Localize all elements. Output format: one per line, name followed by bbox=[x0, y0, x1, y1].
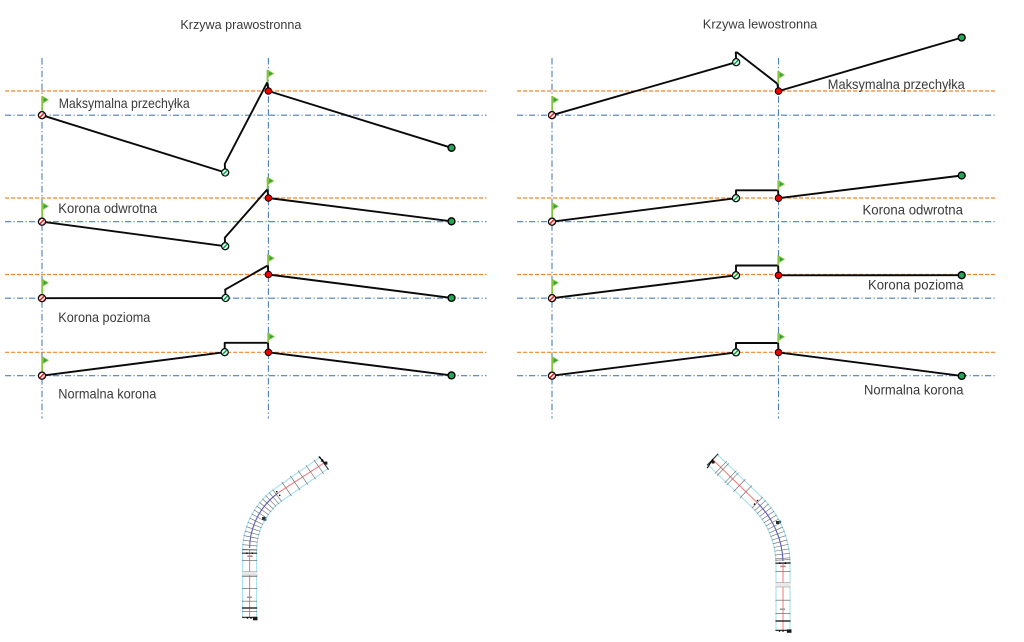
svg-text:Korona pozioma: Korona pozioma bbox=[58, 310, 150, 325]
svg-text:Normalna korona: Normalna korona bbox=[58, 386, 156, 401]
svg-text:Krzywa lewostronna: Krzywa lewostronna bbox=[703, 17, 818, 32]
svg-text:Krzywa prawostronna: Krzywa prawostronna bbox=[180, 17, 302, 32]
svg-text:Korona odwrotna: Korona odwrotna bbox=[863, 202, 964, 217]
svg-text:Korona odwrotna: Korona odwrotna bbox=[58, 201, 157, 216]
svg-text:Korona pozioma: Korona pozioma bbox=[868, 277, 964, 292]
svg-text:Maksymalna przechyłka: Maksymalna przechyłka bbox=[59, 96, 190, 111]
svg-text:Maksymalna przechyłka: Maksymalna przechyłka bbox=[828, 77, 965, 92]
svg-text:Normalna korona: Normalna korona bbox=[864, 382, 964, 397]
